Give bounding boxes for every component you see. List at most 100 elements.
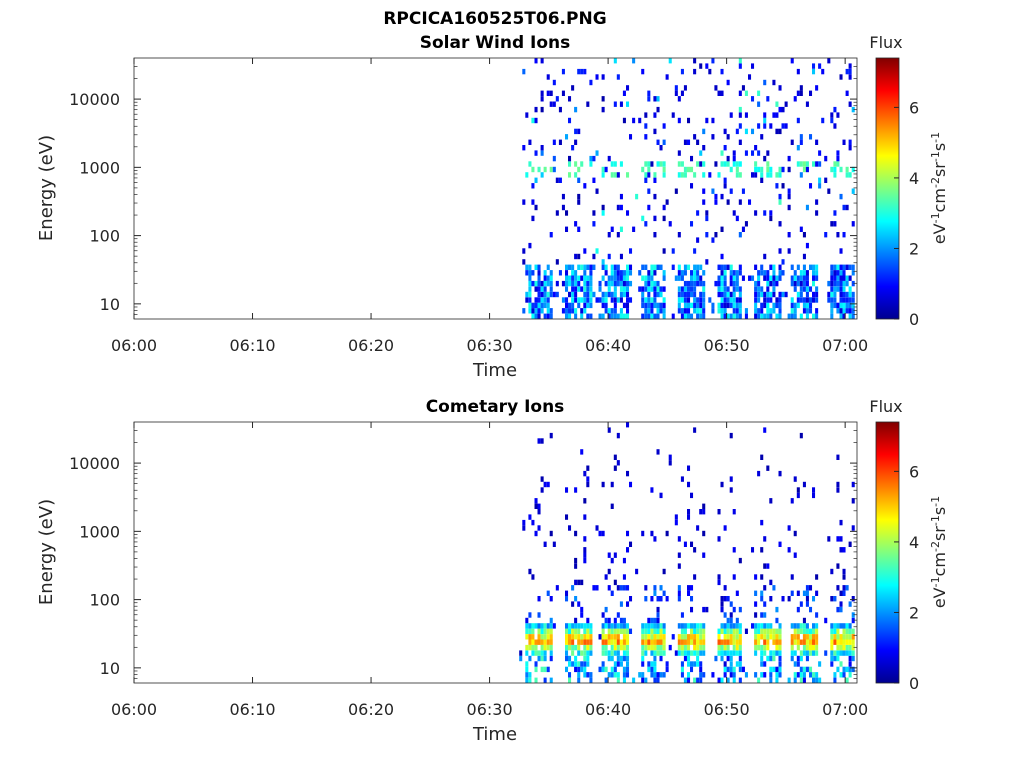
heatmap-cell bbox=[787, 204, 791, 211]
heatmap-cell bbox=[583, 536, 587, 542]
heatmap-cell bbox=[653, 291, 657, 298]
heatmap-cell bbox=[848, 650, 852, 656]
heatmap-cell bbox=[629, 270, 633, 276]
heatmap-cell bbox=[674, 650, 678, 656]
heatmap-cell bbox=[534, 286, 538, 292]
heatmap-cell bbox=[702, 172, 706, 178]
heatmap-cell bbox=[574, 308, 578, 314]
heatmap-cell bbox=[772, 264, 776, 270]
heatmap-cell bbox=[589, 650, 593, 656]
heatmap-cell bbox=[690, 606, 694, 613]
heatmap-cell bbox=[565, 596, 569, 602]
heatmap-cell bbox=[616, 650, 620, 656]
heatmap-cell bbox=[531, 302, 535, 309]
heatmap-cell bbox=[604, 617, 608, 624]
heatmap-cell bbox=[531, 117, 535, 124]
heatmap-cell bbox=[610, 481, 614, 488]
heatmap-cell bbox=[549, 313, 553, 319]
heatmap-cell bbox=[537, 650, 541, 656]
heatmap-cell bbox=[650, 617, 654, 624]
heatmap-cell bbox=[607, 655, 611, 662]
heatmap-cell bbox=[760, 454, 764, 460]
heatmap-cell bbox=[799, 161, 803, 167]
heatmap-cell bbox=[845, 166, 849, 173]
heatmap-cell bbox=[610, 590, 614, 596]
heatmap-cell bbox=[622, 628, 626, 634]
heatmap-cell bbox=[775, 297, 779, 303]
heatmap-cell bbox=[626, 422, 630, 428]
heatmap-cell bbox=[604, 644, 608, 651]
heatmap-cell bbox=[757, 123, 761, 129]
heatmap-cell bbox=[653, 313, 657, 319]
heatmap-cell bbox=[836, 644, 840, 651]
heatmap-cell bbox=[583, 302, 587, 309]
heatmap-cell bbox=[610, 313, 614, 319]
heatmap-cell bbox=[729, 112, 733, 118]
heatmap-cell bbox=[687, 585, 691, 591]
heatmap-cell bbox=[531, 519, 535, 526]
heatmap-cell bbox=[839, 536, 843, 542]
heatmap-cell bbox=[738, 606, 742, 613]
heatmap-cell bbox=[580, 275, 584, 281]
heatmap-cell bbox=[568, 634, 572, 640]
heatmap-cell bbox=[540, 106, 544, 113]
heatmap-cell bbox=[790, 139, 794, 145]
heatmap-cell bbox=[626, 308, 630, 314]
heatmap-cell bbox=[586, 465, 590, 471]
heatmap-cell bbox=[830, 297, 834, 303]
heatmap-cell bbox=[574, 617, 578, 624]
heatmap-cell bbox=[778, 166, 782, 173]
heatmap-cell bbox=[809, 286, 813, 292]
heatmap-cell bbox=[577, 68, 581, 75]
heatmap-cell bbox=[690, 221, 694, 227]
heatmap-cell bbox=[720, 313, 724, 319]
heatmap-cell bbox=[809, 650, 813, 656]
heatmap-cell bbox=[653, 661, 657, 667]
heatmap-cell bbox=[732, 672, 736, 678]
heatmap-cell bbox=[751, 623, 755, 629]
heatmap-cell bbox=[839, 639, 843, 645]
heatmap-cell bbox=[583, 308, 587, 314]
heatmap-cell bbox=[717, 579, 721, 586]
heatmap-cell bbox=[812, 672, 816, 678]
heatmap-cell bbox=[622, 677, 626, 683]
heatmap-cell bbox=[760, 650, 764, 656]
heatmap-cell bbox=[549, 596, 553, 602]
heatmap-cell bbox=[848, 541, 852, 547]
heatmap-cell bbox=[793, 677, 797, 683]
heatmap-cell bbox=[787, 677, 791, 683]
cometary-colorbar-title: Flux bbox=[869, 397, 902, 416]
heatmap-cell bbox=[744, 150, 748, 156]
heatmap-cell bbox=[775, 101, 779, 107]
heatmap-cell bbox=[735, 275, 739, 281]
heatmap-cell bbox=[720, 481, 724, 488]
heatmap-cell bbox=[772, 79, 776, 86]
heatmap-cell bbox=[848, 172, 852, 178]
heatmap-cell bbox=[833, 275, 837, 281]
heatmap-cell bbox=[540, 438, 544, 444]
heatmap-cell bbox=[775, 606, 779, 613]
heatmap-cell bbox=[677, 536, 681, 542]
heatmap-cell bbox=[769, 677, 773, 683]
heatmap-cell bbox=[732, 644, 736, 651]
x-tick-label: 06:20 bbox=[348, 700, 394, 719]
heatmap-cell bbox=[766, 628, 770, 634]
heatmap-cell bbox=[610, 639, 614, 645]
heatmap-cell bbox=[537, 275, 541, 281]
heatmap-cell bbox=[723, 183, 727, 189]
heatmap-cell bbox=[772, 286, 776, 292]
heatmap-cell bbox=[851, 270, 855, 276]
heatmap-cell bbox=[711, 672, 715, 678]
heatmap-cell bbox=[616, 297, 620, 303]
heatmap-cell bbox=[848, 661, 852, 667]
heatmap-cell bbox=[552, 541, 556, 547]
heatmap-cell bbox=[778, 128, 782, 135]
heatmap-cell bbox=[778, 291, 782, 298]
heatmap-cell bbox=[793, 280, 797, 287]
heatmap-cell bbox=[714, 232, 718, 238]
heatmap-cell bbox=[650, 530, 654, 537]
heatmap-cell bbox=[543, 628, 547, 634]
heatmap-cell bbox=[622, 617, 626, 624]
heatmap-cell bbox=[705, 232, 709, 238]
heatmap-cell bbox=[534, 498, 538, 504]
